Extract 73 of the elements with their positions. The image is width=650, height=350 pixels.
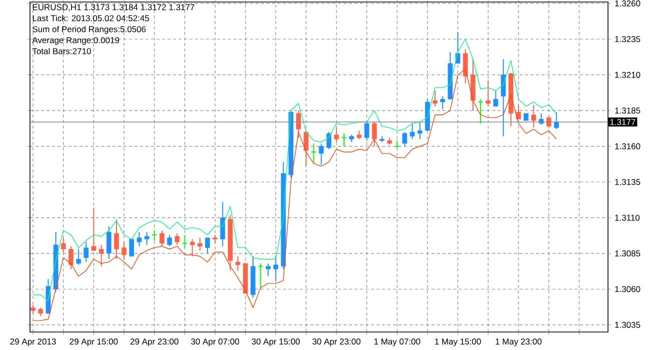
candlestick	[106, 226, 112, 260]
candlestick	[364, 121, 370, 142]
candlestick	[554, 111, 559, 130]
candlestick	[190, 238, 195, 257]
y-tick-label: 1.3110	[615, 214, 640, 221]
candlestick	[136, 231, 142, 247]
candlestick	[478, 98, 484, 124]
x-tick-label: 30 Apr 15:00	[252, 338, 300, 346]
y-tick-label: 1.3085	[615, 250, 640, 256]
annotation: Total Bars:2710	[32, 48, 91, 54]
candlestick	[220, 201, 226, 247]
y-tick-label: 1.3260	[615, 0, 640, 6]
x-tick-label: 30 Apr 23:00	[312, 338, 360, 346]
candlestick	[160, 230, 164, 247]
candlestick	[98, 244, 104, 267]
candlestick	[182, 234, 188, 248]
chart-title: EURUSD,H1 1.3173 1.3184 1.3172 1.3177	[32, 4, 194, 12]
candlestick	[500, 58, 506, 137]
candlestick	[197, 237, 202, 252]
candlestick	[304, 130, 309, 167]
y-tick-label: 1.3185	[615, 108, 640, 114]
x-tick-label: 1 May 07:00	[374, 338, 420, 346]
candlestick	[174, 232, 180, 246]
candlestick	[273, 256, 278, 282]
candlestick	[341, 132, 347, 147]
candlestick	[266, 262, 271, 277]
candlestick	[144, 231, 150, 246]
y-tick-label: 1.3135	[615, 178, 640, 185]
candlestick	[235, 256, 240, 272]
candlestick	[258, 262, 264, 290]
candlestick	[410, 122, 415, 140]
y-tick-label: 1.3210	[615, 72, 640, 78]
candlestick	[455, 31, 460, 64]
candlestick	[205, 237, 210, 254]
candlestick	[68, 246, 74, 270]
y-tick-label: 1.3035	[615, 322, 640, 328]
y-tick-label: 1.3060	[615, 286, 640, 292]
candlestick	[167, 234, 172, 247]
candlestick	[76, 248, 81, 266]
candlestick	[326, 131, 332, 150]
x-tick-label: 29 Apr 15:00	[70, 338, 118, 346]
candlestick	[493, 90, 498, 107]
candlestick	[516, 104, 521, 120]
candlestick	[152, 230, 158, 242]
candlestick	[84, 241, 89, 262]
candlestick	[310, 142, 316, 164]
annotation: Last Tick: 2013.05.02 04:52:45	[32, 14, 150, 22]
candlestick	[122, 241, 126, 260]
annotation: Average Range:0.0019	[32, 37, 120, 45]
candlestick	[486, 80, 491, 107]
ref-line-label: 1.3177	[610, 118, 636, 125]
y-tick-label: 1.3235	[615, 36, 640, 42]
candlestick	[318, 142, 324, 166]
candlestick	[129, 238, 134, 257]
x-tick-label: 29 Apr 23:00	[130, 338, 178, 346]
candlestick	[432, 90, 438, 107]
x-tick-label: 29 Apr 2013	[10, 338, 56, 346]
x-tick-label: 1 May 15:00	[435, 338, 481, 346]
candlestick	[91, 207, 96, 252]
x-tick-label: 30 Apr 07:00	[191, 338, 240, 346]
candlestick	[402, 131, 408, 147]
candlestick	[296, 110, 301, 138]
candlestick	[531, 104, 536, 128]
candlestick	[417, 121, 422, 140]
y-tick-label: 1.3160	[615, 143, 640, 150]
annotation: Sum of Period Ranges:5.0506	[32, 26, 146, 34]
candlestick	[334, 127, 339, 142]
candlestick	[440, 96, 446, 110]
candlestick	[462, 48, 468, 84]
x-tick-label: 1 May 23:00	[496, 338, 542, 346]
candlestick	[60, 237, 66, 252]
candlestick	[114, 218, 119, 260]
candlestick	[372, 121, 377, 147]
